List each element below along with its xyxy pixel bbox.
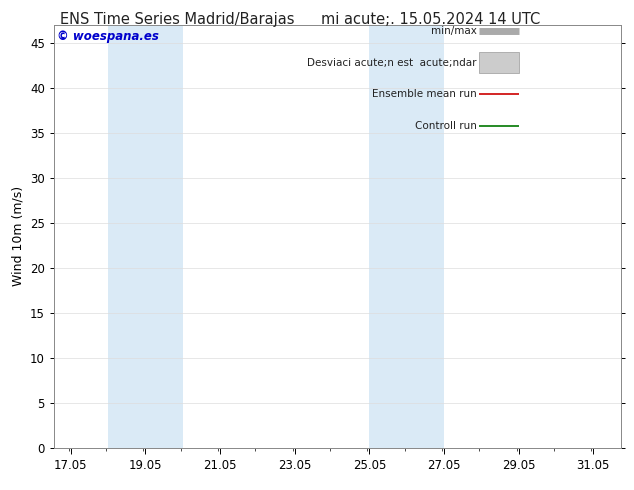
Text: min/max: min/max [430, 26, 477, 36]
Text: © woespana.es: © woespana.es [56, 29, 158, 43]
Text: Controll run: Controll run [415, 121, 477, 131]
Text: mi acute;. 15.05.2024 14 UTC: mi acute;. 15.05.2024 14 UTC [321, 12, 541, 27]
Bar [479, 52, 519, 73]
Bar [370, 24, 444, 448]
Text: ENS Time Series Madrid/Barajas: ENS Time Series Madrid/Barajas [60, 12, 295, 27]
Text: Ensemble mean run: Ensemble mean run [372, 90, 477, 99]
Y-axis label: Wind 10m (m/s): Wind 10m (m/s) [11, 186, 25, 287]
Text: Desviaci acute;n est  acute;ndar: Desviaci acute;n est acute;ndar [307, 58, 477, 68]
Bar [108, 24, 183, 448]
